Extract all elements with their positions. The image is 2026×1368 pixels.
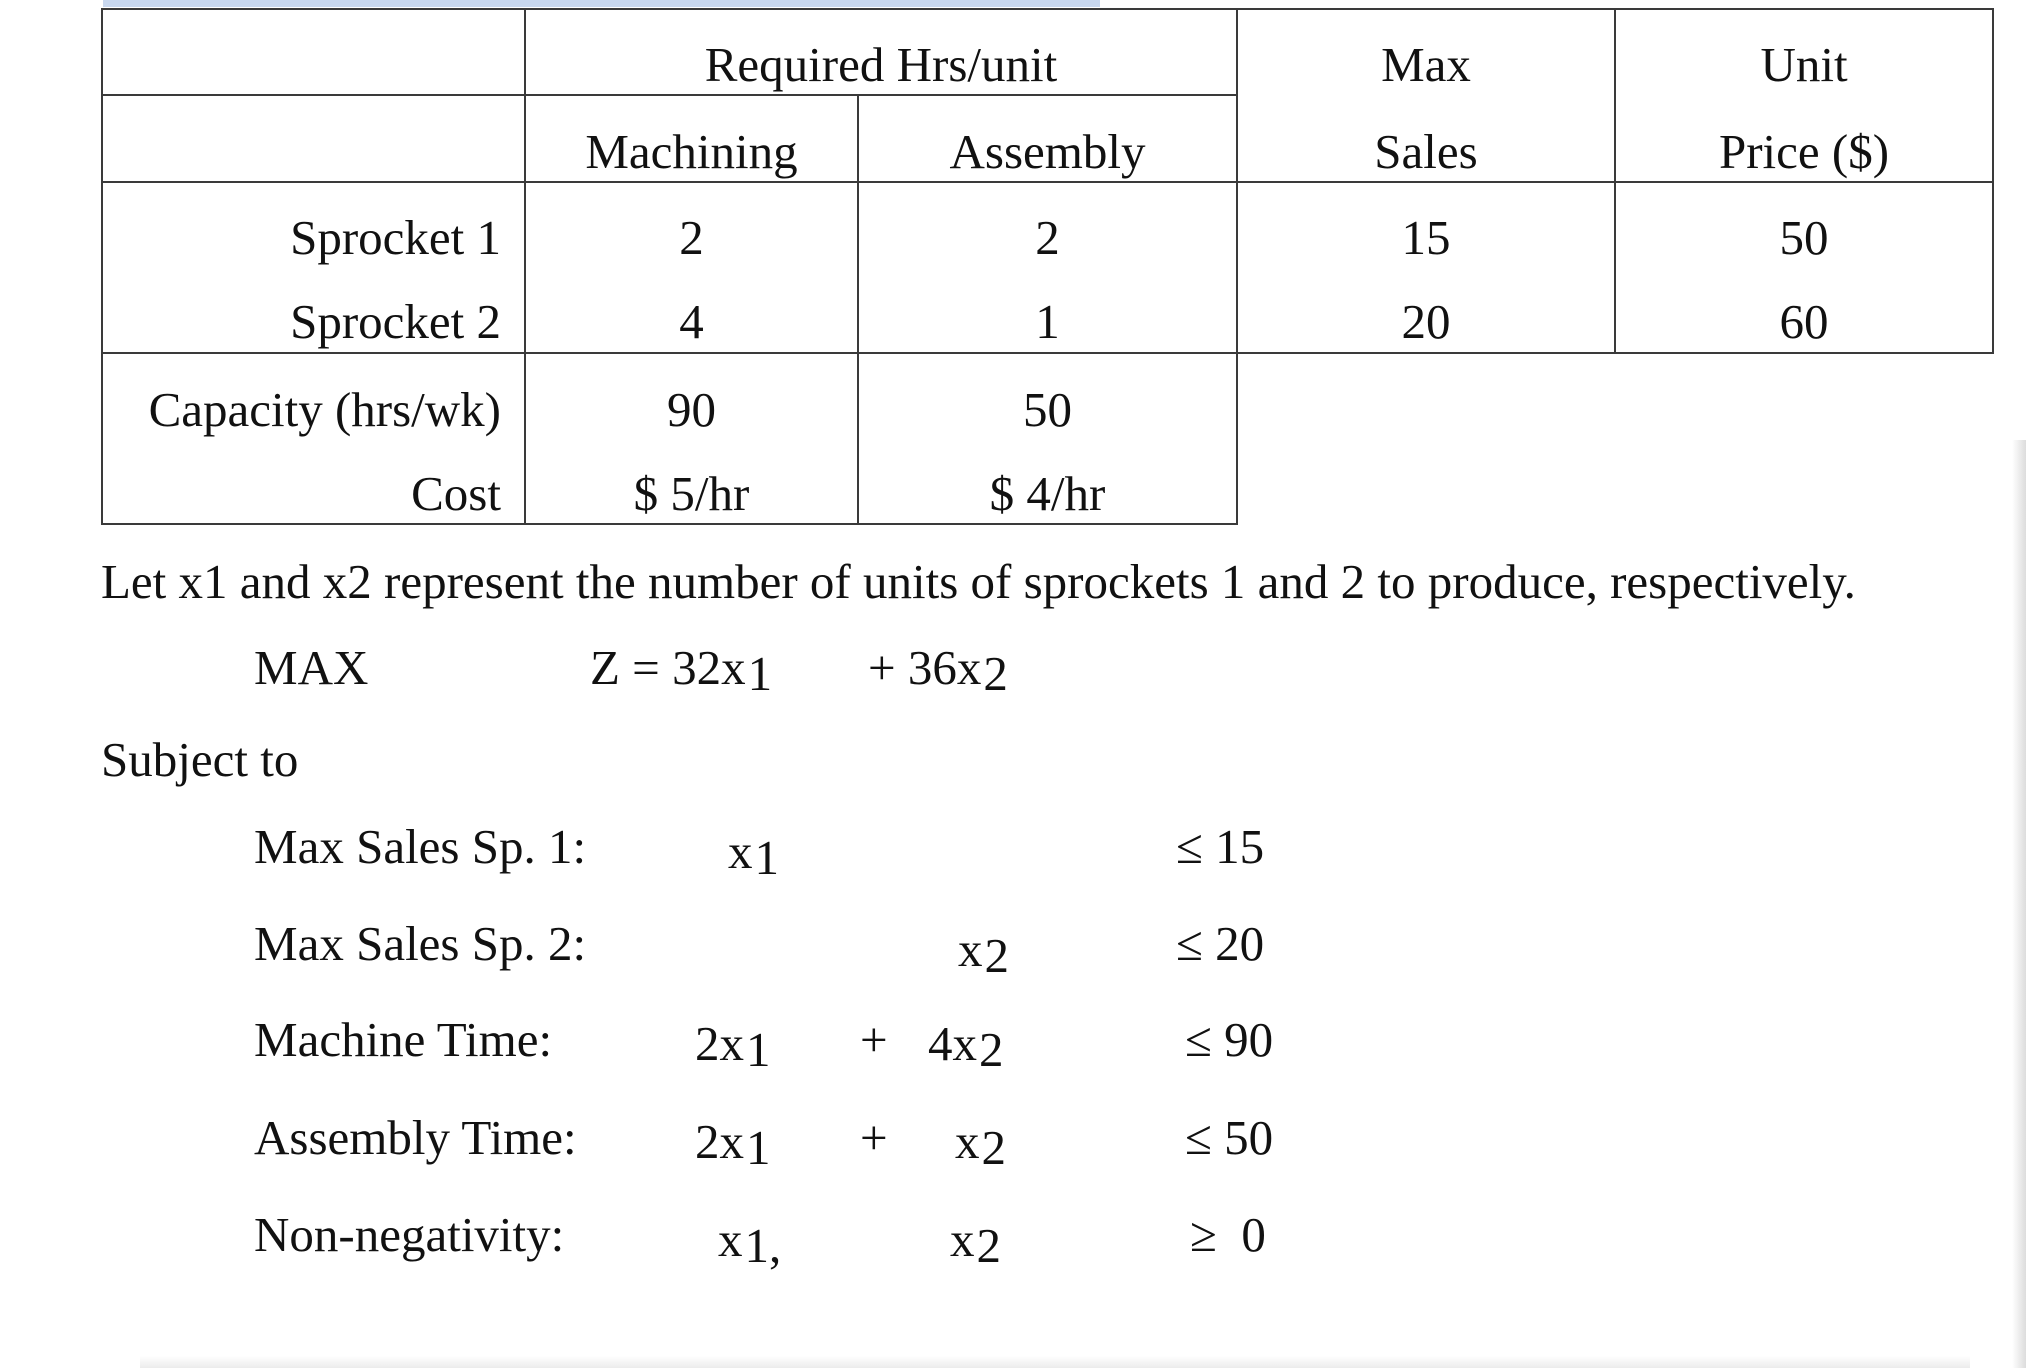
cell-machining: 2 bbox=[679, 210, 704, 265]
objective-plus-term: + 36x2 bbox=[868, 640, 1008, 701]
constraint-rhs: ≤ 20 bbox=[1176, 916, 1265, 971]
selection-highlight-strip bbox=[103, 0, 1100, 7]
constraint-term-2: x2 bbox=[950, 1212, 1001, 1273]
constraint-label: Non-negativity: bbox=[254, 1207, 565, 1262]
header-required-hrs: Required Hrs/unit bbox=[704, 37, 1058, 92]
constraint-rhs: ≥ 0 bbox=[1190, 1207, 1266, 1262]
cell-cost-assembly: $ 4/hr bbox=[989, 466, 1106, 521]
cell-assembly: 1 bbox=[1035, 294, 1060, 349]
row-label-cost: Cost bbox=[411, 466, 501, 521]
table-col-divider bbox=[524, 8, 526, 525]
header-unit: Unit bbox=[1760, 37, 1848, 92]
constraint-operator: + bbox=[860, 1110, 888, 1165]
cell-assembly: 2 bbox=[1035, 210, 1060, 265]
table-left-border bbox=[101, 8, 103, 525]
objective-label: MAX bbox=[254, 640, 369, 695]
header-assembly: Assembly bbox=[949, 124, 1146, 179]
cell-capacity-machining: 90 bbox=[667, 382, 716, 437]
constraint-term-1: 2x1 bbox=[695, 1016, 771, 1077]
constraint-term-2: x2 bbox=[955, 1114, 1006, 1175]
table-col-divider bbox=[1236, 8, 1238, 525]
constraint-label: Machine Time: bbox=[254, 1012, 553, 1067]
row-label-sprocket-2: Sprocket 2 bbox=[290, 294, 501, 349]
subject-to-label: Subject to bbox=[101, 732, 299, 787]
row-label-sprocket-1: Sprocket 1 bbox=[290, 210, 501, 265]
table-col-divider bbox=[1614, 8, 1616, 354]
constraint-term-1: x1, bbox=[718, 1212, 782, 1273]
header-machining: Machining bbox=[585, 124, 798, 179]
row-label-capacity: Capacity (hrs/wk) bbox=[148, 382, 501, 437]
table-rule bbox=[101, 352, 1994, 354]
table-col-divider bbox=[857, 94, 859, 525]
constraint-label: Max Sales Sp. 1: bbox=[254, 819, 587, 874]
table-rule bbox=[101, 94, 524, 96]
constraint-term-1: x1 bbox=[728, 824, 779, 885]
table-rule bbox=[101, 181, 1994, 183]
table-top-border bbox=[101, 8, 1994, 10]
objective-z: Z = 32x1 bbox=[590, 640, 773, 701]
constraint-term-2: x2 bbox=[958, 922, 1009, 983]
constraint-operator: + bbox=[860, 1012, 888, 1067]
constraint-rhs: ≤ 90 bbox=[1185, 1012, 1274, 1067]
constraint-rhs: ≤ 15 bbox=[1176, 819, 1265, 874]
cell-machining: 4 bbox=[679, 294, 704, 349]
header-price: Price ($) bbox=[1718, 124, 1890, 179]
cell-capacity-assembly: 50 bbox=[1023, 382, 1072, 437]
header-sales: Sales bbox=[1374, 124, 1478, 179]
table-bottom-border bbox=[101, 523, 1238, 525]
constraint-rhs: ≤ 50 bbox=[1185, 1110, 1274, 1165]
cell-cost-machining: $ 5/hr bbox=[633, 466, 750, 521]
table-rule bbox=[524, 94, 1238, 96]
table-right-border bbox=[1992, 8, 1994, 354]
header-max: Max bbox=[1381, 37, 1471, 92]
constraint-term-2: 4x2 bbox=[928, 1016, 1004, 1077]
cell-max-sales: 15 bbox=[1401, 210, 1451, 265]
cropped-text-edge bbox=[140, 1356, 1970, 1368]
constraint-label: Assembly Time: bbox=[254, 1110, 577, 1165]
intro-paragraph: Let x1 and x2 represent the number of un… bbox=[101, 554, 1856, 609]
constraint-label: Max Sales Sp. 2: bbox=[254, 916, 587, 971]
cell-unit-price: 50 bbox=[1779, 210, 1829, 265]
cell-max-sales: 20 bbox=[1401, 294, 1451, 349]
page-edge-shadow bbox=[2012, 440, 2026, 1368]
cell-unit-price: 60 bbox=[1779, 294, 1829, 349]
constraint-term-1: 2x1 bbox=[695, 1114, 771, 1175]
